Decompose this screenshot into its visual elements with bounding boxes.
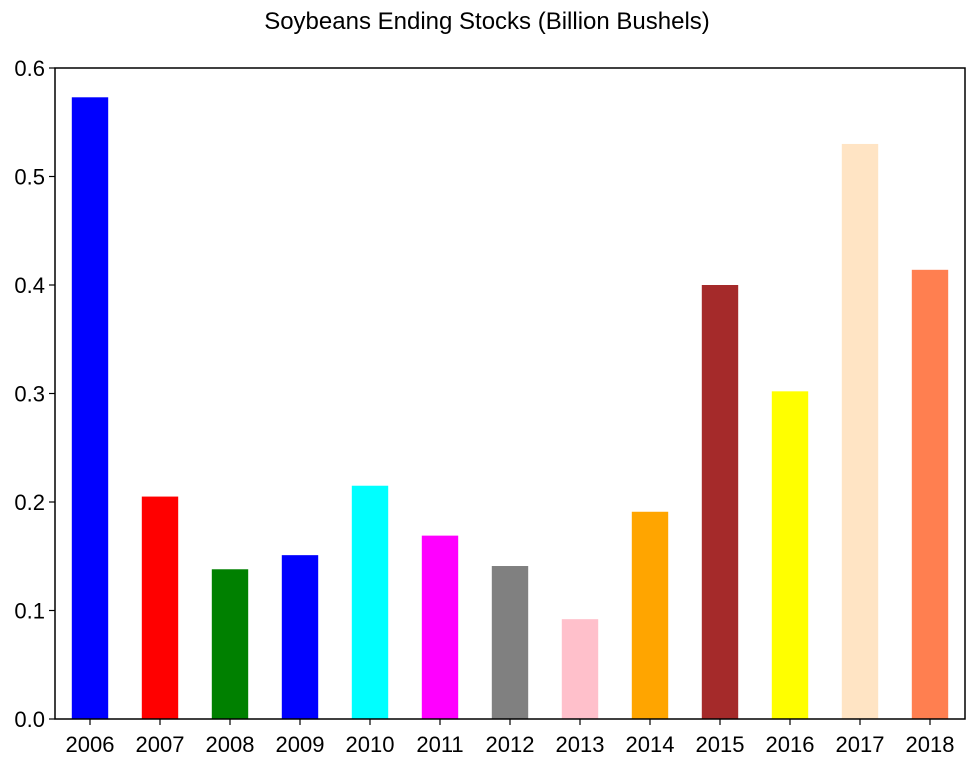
x-axis: 2006 2007 2008 2009 2010 2011 2012 2013 2014 2015… — [66, 719, 955, 757]
x-tick-label: 2015 — [696, 732, 745, 757]
y-tick-label: 0.1 — [14, 599, 45, 624]
bars-layer — [71, 97, 949, 720]
bar-2008 — [211, 569, 249, 719]
bar-2006 — [71, 97, 109, 720]
bar-2014 — [631, 511, 669, 719]
bar-2009 — [281, 555, 319, 719]
x-tick-label: 2006 — [66, 732, 115, 757]
x-tick-label: 2011 — [416, 732, 463, 757]
x-tick-label: 2010 — [346, 732, 395, 757]
bar-2016 — [771, 391, 809, 719]
x-tick-label: 2007 — [136, 732, 185, 757]
x-tick-label: 2017 — [836, 732, 885, 757]
x-tick-label: 2008 — [206, 732, 255, 757]
bar-2007 — [141, 496, 179, 719]
bar-2013 — [561, 619, 599, 719]
x-tick-label: 2014 — [626, 732, 675, 757]
bar-2017 — [841, 143, 879, 719]
y-tick-label: 0.0 — [14, 707, 45, 732]
y-tick-label: 0.4 — [14, 273, 45, 298]
x-tick-label: 2013 — [556, 732, 605, 757]
y-tick-label: 0.2 — [14, 490, 45, 515]
chart-title: Soybeans Ending Stocks (Billion Bushels) — [264, 8, 710, 35]
x-tick-label: 2012 — [486, 732, 535, 757]
y-tick-label: 0.3 — [14, 382, 45, 407]
y-tick-label: 0.6 — [14, 56, 45, 81]
y-tick-label: 0.5 — [14, 165, 45, 190]
bar-2015 — [701, 285, 739, 719]
y-axis: 0.0 0.1 0.2 0.3 0.4 0.5 0.6 — [14, 56, 55, 732]
bar-2011 — [421, 535, 459, 719]
x-tick-label: 2018 — [906, 732, 955, 757]
bar-2012 — [491, 566, 529, 719]
x-tick-label: 2016 — [766, 732, 815, 757]
bar-2018 — [911, 269, 949, 719]
bar-2010 — [351, 485, 389, 719]
x-tick-label: 2009 — [276, 732, 325, 757]
